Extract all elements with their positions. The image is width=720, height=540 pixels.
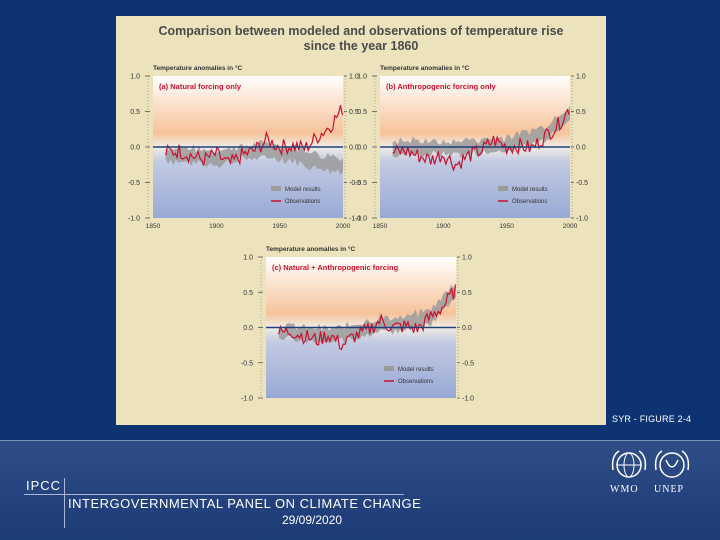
chart-panel-1: Temperature anomalies in °C 1.0 1.0 0.5 0.5 0… [128,64,361,230]
y-tick-right: 1.0 [576,74,586,81]
legend-model-swatch [384,366,394,371]
chart-panel-2: Temperature anomalies in °C 1.0 1.0 0.5 0.5 0… [355,64,588,230]
y-tick-right: 0.0 [576,145,586,152]
panel-title: (a) Natural forcing only [159,82,242,91]
y-tick-left: -0.5 [241,360,253,367]
footer-rule-vertical [64,478,65,528]
figure-label: SYR - FIGURE 2-4 [612,414,692,424]
y-tick-left: -0.5 [128,180,140,187]
legend-model-label: Model results [398,367,434,373]
logos: WMO UNEP [604,448,694,498]
legend-model-swatch [271,186,281,191]
y-tick-right: -1.0 [349,216,361,223]
y-tick-right: -1.0 [576,216,588,223]
y-axis-label: Temperature anomalies in °C [266,245,355,253]
ipcc-short: IPCC [26,478,62,493]
y-tick-right: 1.0 [349,74,359,81]
legend-model-swatch [498,186,508,191]
legend-model-label: Model results [285,187,321,193]
y-tick-right: -1.0 [462,396,474,403]
y-tick-right: -0.5 [349,180,361,187]
y-tick-left: -1.0 [241,396,253,403]
y-tick-left: 0.0 [130,145,140,152]
chart-panel-3: Temperature anomalies in °C 1.0 1.0 0.5 0.5 0… [241,245,474,403]
y-tick-right: -0.5 [462,360,474,367]
ipcc-full-name: INTERGOVERNMENTAL PANEL ON CLIMATE CHANG… [68,496,422,511]
x-tick-label: 1850 [146,223,161,230]
panel-title: (b) Anthropogenic forcing only [386,82,497,91]
x-tick-label: 1900 [436,223,451,230]
model-results-band [165,140,343,175]
legend-model-label: Model results [512,187,548,193]
y-tick-right: 0.5 [576,109,586,116]
chart-svg: Comparison between modeled and observati… [128,24,588,403]
model-results-band [392,105,570,158]
y-tick-right: 0.5 [349,109,359,116]
footer [0,441,720,540]
observations-line [165,105,343,166]
y-tick-right: -0.5 [576,180,588,187]
slide-date: 29/09/2020 [282,513,343,527]
chart-title-line1: Comparison between modeled and observati… [159,24,564,38]
unep-logo-icon [654,450,690,478]
y-tick-left: -1.0 [355,216,367,223]
y-tick-left: 0.0 [357,145,367,152]
y-tick-left: -0.5 [355,180,367,187]
x-tick-label: 1850 [373,223,388,230]
panel-title: (c) Natural + Anthropogenic forcing [272,263,399,272]
x-tick-label: 2000 [336,223,351,230]
y-tick-left: 0.5 [243,290,253,297]
y-tick-right: 0.0 [462,325,472,332]
y-axis-label: Temperature anomalies in °C [153,64,242,72]
y-tick-left: 0.5 [130,109,140,116]
y-tick-left: -1.0 [128,216,140,223]
x-tick-label: 1900 [209,223,224,230]
x-tick-label: 1950 [499,223,514,230]
y-tick-right: 1.0 [462,255,472,262]
y-axis-label: Temperature anomalies in °C [380,64,469,72]
x-tick-label: 2000 [563,223,578,230]
legend-obs-label: Observations [285,199,320,205]
y-tick-left: 0.0 [243,325,253,332]
wmo-label: WMO [610,484,639,495]
figure-panel: Comparison between modeled and observati… [116,16,606,425]
x-tick-label: 1950 [272,223,287,230]
wmo-logo-icon [611,450,647,478]
unep-label: UNEP [654,484,685,495]
y-tick-right: 0.0 [349,145,359,152]
legend-obs-label: Observations [512,199,547,205]
y-tick-left: 1.0 [243,255,253,262]
y-tick-left: 0.5 [357,109,367,116]
y-tick-left: 1.0 [130,74,140,81]
footer-rule-horizontal [24,494,404,495]
model-results-band [278,284,456,345]
legend-obs-label: Observations [398,379,433,385]
chart-title-line2: since the year 1860 [304,39,419,53]
y-tick-left: 1.0 [357,74,367,81]
observations-line [278,284,456,351]
y-tick-right: 0.5 [462,290,472,297]
